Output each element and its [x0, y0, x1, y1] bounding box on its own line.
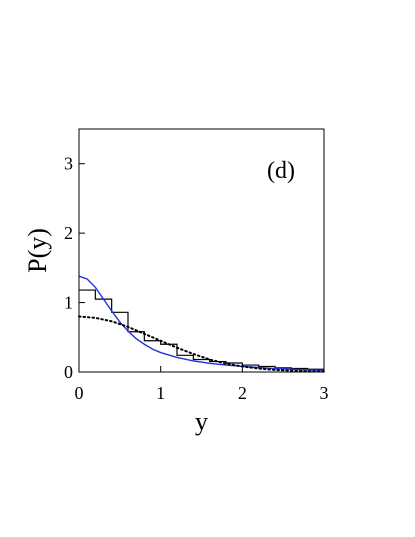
y-tick-label: 2: [64, 223, 73, 243]
x-tick-label: 1: [156, 383, 165, 403]
x-tick-label: 2: [238, 383, 247, 403]
y-axis-label: P(y): [23, 228, 52, 273]
series-layer: [78, 275, 325, 373]
plot-frame: [78, 128, 325, 373]
panel-label: (d): [267, 158, 295, 184]
y-tick-label: 3: [64, 154, 73, 174]
dotted-curve: [78, 315, 325, 373]
y-tick-label: 0: [64, 362, 73, 382]
x-tick-label: 0: [75, 383, 84, 403]
y-tick-label: 1: [64, 293, 73, 313]
histogram: [79, 289, 324, 370]
histogram-steps: [79, 289, 324, 370]
x-axis-label: y: [195, 407, 208, 436]
ticks: 0 1 2 3 0 1 2 3: [64, 154, 329, 403]
x-tick-label: 3: [320, 383, 329, 403]
solid-curve: [78, 275, 325, 371]
